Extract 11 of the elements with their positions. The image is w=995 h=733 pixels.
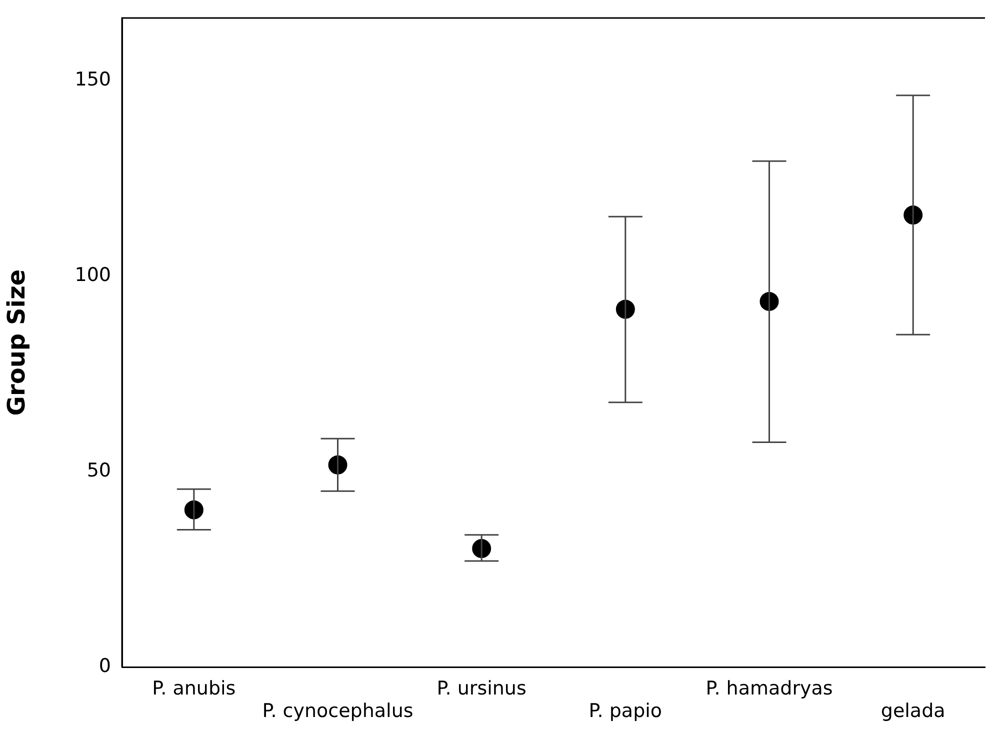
y-tick-label: 50 [86,459,111,482]
x-tick-label: P. papio [588,700,662,722]
x-tick-label: P. hamadryas [706,677,833,700]
y-axis-title: Group Size [2,269,31,416]
y-tick-label: 0 [98,654,111,677]
y-tick-label: 100 [74,264,111,286]
x-tick-label: P. ursinus [436,677,526,700]
x-tick-label: gelada [880,700,946,722]
y-tick-label: 150 [74,68,111,90]
x-tick-label: P. anubis [152,677,236,700]
x-tick-label: P. cynocephalus [262,700,414,722]
